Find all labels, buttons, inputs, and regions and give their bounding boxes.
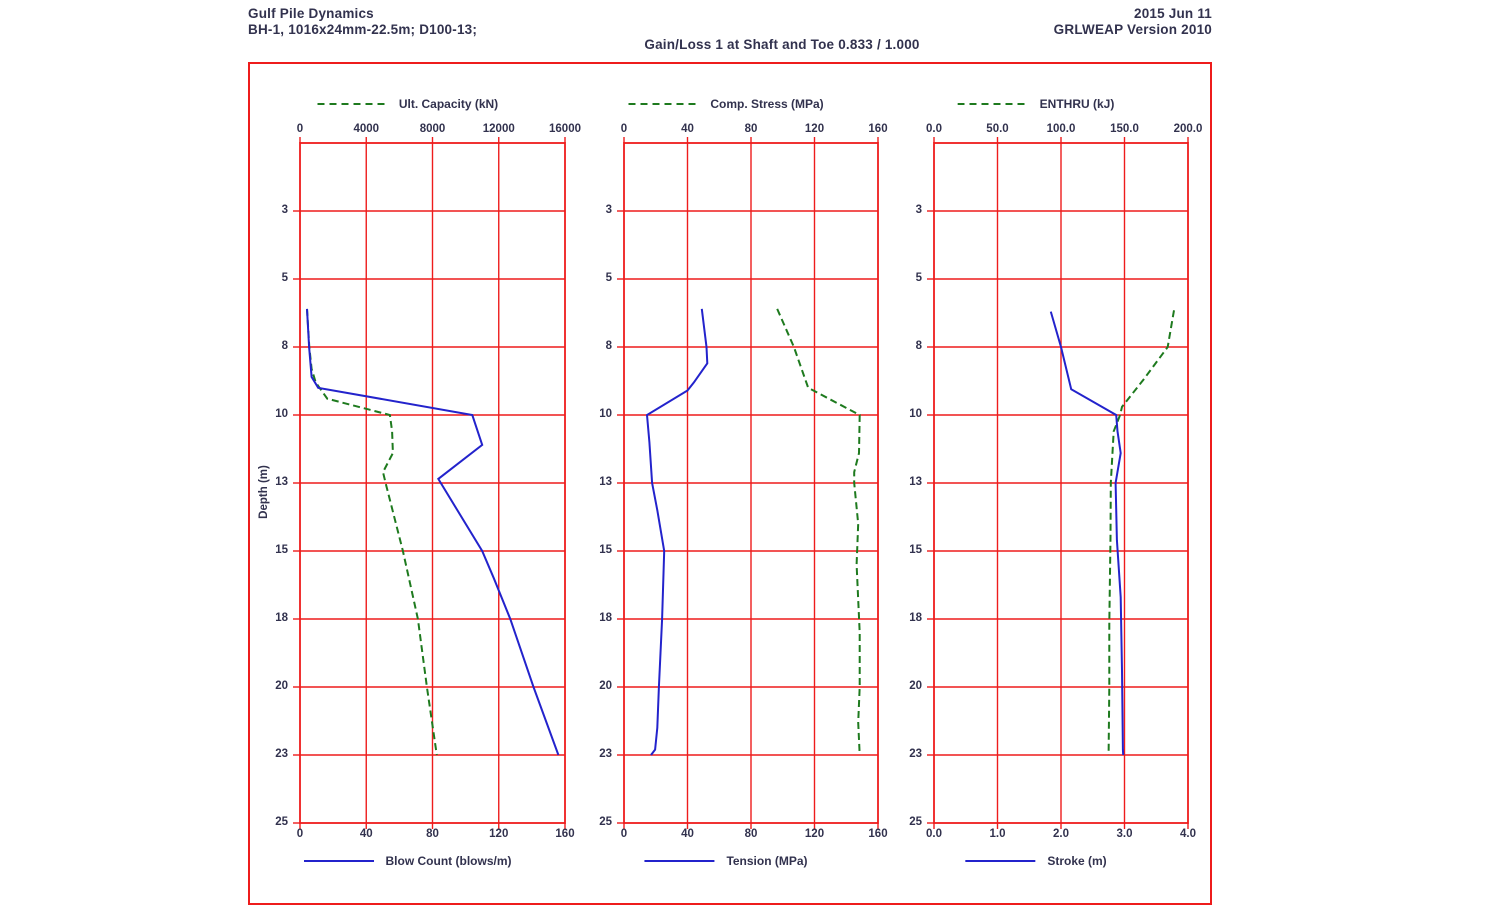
depth-axis-label: Depth (m) <box>258 465 270 519</box>
bottom-series-line <box>645 308 709 756</box>
legend-label: Stroke (m) <box>1047 854 1107 868</box>
depth-tick-label: 8 <box>281 340 288 352</box>
chart-1-canvas <box>293 137 566 829</box>
top-axis-tick-label: 160 <box>868 123 888 135</box>
depth-tick-label: 13 <box>275 476 288 488</box>
bottom-legend: Tension (MPa) <box>644 854 808 868</box>
dashed-line-swatch <box>316 103 387 105</box>
solid-line-swatch <box>303 860 374 862</box>
top-axis-tick-label: 150.0 <box>1110 123 1139 135</box>
legend-label: Blow Count (blows/m) <box>385 854 512 868</box>
depth-tick-label: 20 <box>275 680 288 692</box>
top-axis-tick-label: 12000 <box>482 123 515 135</box>
depth-tick-label: 13 <box>909 476 922 488</box>
depth-tick-label: 15 <box>909 544 922 556</box>
depth-tick-label: 23 <box>599 748 612 760</box>
bottom-axis-tick-label: 40 <box>681 828 694 840</box>
dashed-line-swatch <box>957 103 1028 105</box>
top-legend: ENTHRU (kJ) <box>957 97 1115 111</box>
depth-tick-label: 8 <box>605 340 612 352</box>
top-axis-tick-label: 0 <box>620 123 628 135</box>
pile-description: BH-1, 1016x24mm-22.5m; D100-13; <box>248 22 478 37</box>
report-date: 2015 Jun 11 <box>1133 6 1212 21</box>
depth-tick-label: 5 <box>281 272 288 284</box>
bottom-legend: Blow Count (blows/m) <box>303 854 512 868</box>
bottom-axis-tick-label: 0 <box>296 828 304 840</box>
dashed-line-swatch <box>628 103 699 105</box>
top-axis-tick-label: 16000 <box>549 123 581 135</box>
chart-3-canvas <box>927 137 1189 829</box>
depth-tick-label: 13 <box>599 476 612 488</box>
depth-tick-label: 18 <box>275 612 288 624</box>
bottom-axis-tick-label: 1.0 <box>989 828 1006 840</box>
depth-tick-label: 3 <box>605 204 612 216</box>
depth-tick-label: 25 <box>909 816 922 828</box>
depth-tick-label: 18 <box>599 612 612 624</box>
bottom-axis-tick-label: 80 <box>744 828 758 840</box>
legend-label: Tension (MPa) <box>726 854 808 868</box>
report-border <box>248 62 1212 905</box>
bottom-axis-tick-label: 4.0 <box>1180 828 1196 840</box>
depth-tick-label: 18 <box>909 612 922 624</box>
depth-tick-label: 25 <box>275 816 288 828</box>
top-axis-tick-label: 200.0 <box>1173 123 1203 135</box>
top-legend: Comp. Stress (MPa) <box>628 97 824 111</box>
legend-label: Ult. Capacity (kN) <box>398 97 499 111</box>
depth-tick-label: 3 <box>915 204 922 216</box>
bottom-axis-tick-label: 120 <box>489 828 509 840</box>
top-axis-tick-label: 4000 <box>353 123 380 135</box>
bottom-axis-tick-label: 80 <box>426 828 439 840</box>
depth-tick-label: 15 <box>275 544 288 556</box>
depth-tick-label: 20 <box>909 680 922 692</box>
top-axis-tick-label: 8000 <box>419 123 446 135</box>
legend-label: ENTHRU (kJ) <box>1039 97 1115 111</box>
bottom-axis-tick-label: 2.0 <box>1053 828 1069 840</box>
top-axis-tick-label: 40 <box>681 123 694 135</box>
software-version: GRLWEAP Version 2010 <box>1053 22 1212 37</box>
depth-tick-label: 25 <box>599 816 612 828</box>
solid-line-swatch <box>965 860 1036 862</box>
top-series-line <box>1107 310 1175 756</box>
depth-tick-label: 10 <box>599 408 612 420</box>
depth-tick-label: 20 <box>599 680 612 692</box>
depth-tick-label: 5 <box>915 272 922 284</box>
bottom-axis-tick-label: 120 <box>804 828 825 840</box>
solid-line-swatch <box>644 860 715 862</box>
top-axis-tick-label: 100.0 <box>1046 123 1076 135</box>
bottom-axis-tick-label: 40 <box>359 828 373 840</box>
depth-tick-label: 15 <box>599 544 612 556</box>
depth-tick-label: 10 <box>909 408 922 420</box>
depth-tick-label: 23 <box>275 748 288 760</box>
depth-tick-label: 3 <box>281 204 288 216</box>
bottom-axis-tick-label: 160 <box>555 828 575 840</box>
depth-tick-label: 23 <box>909 748 922 760</box>
top-legend: Ult. Capacity (kN) <box>316 97 499 111</box>
top-axis-tick-label: 0.0 <box>926 123 942 135</box>
bottom-axis-tick-label: 3.0 <box>1116 828 1133 840</box>
depth-tick-label: 8 <box>915 340 922 352</box>
top-axis-tick-label: 0 <box>296 123 304 135</box>
legend-label: Comp. Stress (MPa) <box>710 97 824 111</box>
depth-tick-label: 10 <box>275 408 288 420</box>
bottom-legend: Stroke (m) <box>965 854 1107 868</box>
chart-title: Gain/Loss 1 at Shaft and Toe 0.833 / 1.0… <box>644 37 920 52</box>
top-series-line <box>306 308 438 756</box>
bottom-axis-tick-label: 0 <box>620 828 628 840</box>
top-axis-tick-label: 80 <box>744 123 758 135</box>
bottom-series-line <box>1049 311 1125 756</box>
bottom-axis-tick-label: 0.0 <box>926 828 942 840</box>
top-axis-tick-label: 50.0 <box>986 123 1009 135</box>
top-axis-tick-label: 120 <box>804 123 825 135</box>
top-series-line <box>776 308 861 756</box>
bottom-axis-tick-label: 160 <box>868 828 888 840</box>
report-author: Gulf Pile Dynamics <box>248 6 374 21</box>
chart-2-canvas <box>617 137 879 829</box>
depth-tick-label: 5 <box>605 272 612 284</box>
bottom-series-line <box>306 308 560 756</box>
